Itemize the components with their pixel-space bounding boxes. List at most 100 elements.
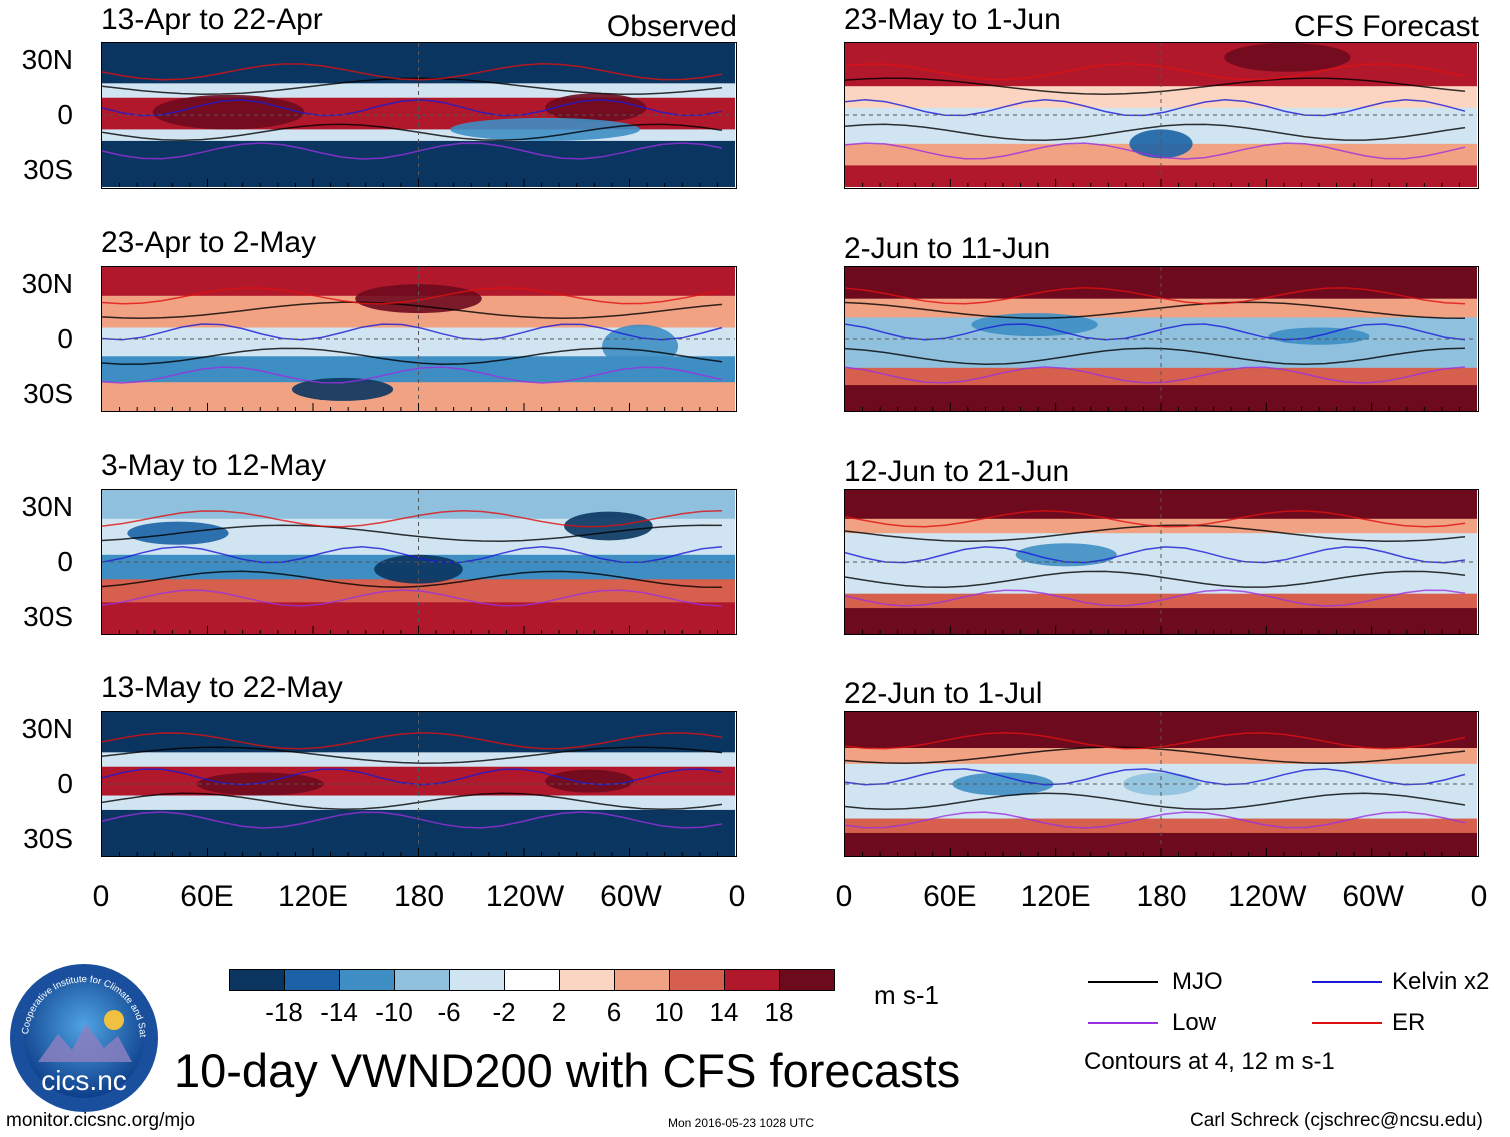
colorbar-swatch <box>779 969 835 991</box>
wind-band <box>845 43 1477 88</box>
lon-tick-label: 120E <box>1020 880 1091 913</box>
contour-line <box>102 792 723 811</box>
wind-anomaly-blob <box>1015 543 1117 567</box>
lon-tick-label: 60E <box>180 880 234 913</box>
map-panel-observed-3 <box>101 489 737 635</box>
contour-line <box>845 589 1466 607</box>
lat-tick-label: 30S <box>23 153 73 185</box>
wind-band <box>845 748 1477 765</box>
panel-title: 12-Jun to 21-Jun <box>844 455 1070 488</box>
wind-field-map <box>102 267 735 411</box>
panel-title: 22-Jun to 1-Jul <box>844 677 1043 710</box>
lat-tick-label: 30S <box>23 377 73 409</box>
lon-tick-label: 0 <box>92 880 110 913</box>
lat-tick-label: 0 <box>57 546 73 577</box>
lon-tick-label: 0 <box>728 880 746 913</box>
contour-line <box>845 746 1466 764</box>
contour-line <box>102 524 723 542</box>
wind-field-map <box>102 712 735 856</box>
panel-title: 3-May to 12-May <box>101 449 327 482</box>
lon-tick-label: 60W <box>1342 880 1404 913</box>
legend-line-mjo <box>1088 981 1158 983</box>
contour-line <box>845 323 1466 341</box>
colorbar-tick-label: -10 <box>375 997 413 1027</box>
lat-tick-label: 30S <box>23 600 73 632</box>
lat-tick-label: 30N <box>21 491 73 523</box>
colorbar-swatch <box>394 969 450 991</box>
legend-label-mjo: MJO <box>1172 968 1223 995</box>
colorbar-swatch <box>724 969 780 991</box>
contour-line <box>102 366 723 384</box>
footer-author: Carl Schreck (cjschrec@ncsu.edu) <box>1190 1110 1483 1131</box>
colorbar-tick-label: 10 <box>654 997 684 1027</box>
lon-tick-label: 0 <box>1470 880 1488 913</box>
wind-field-map <box>845 43 1477 187</box>
contour-line <box>102 77 723 95</box>
cfs-forecast-heading: CFS Forecast <box>1293 10 1479 43</box>
wind-anomaly-blob <box>1129 129 1193 159</box>
map-panel-forecast-1 <box>844 42 1479 189</box>
colorbar-swatch <box>559 969 615 991</box>
lon-tick-label: 180 <box>1136 880 1187 913</box>
panel-title: 13-Apr to 22-Apr <box>101 3 323 36</box>
wind-field-map <box>845 712 1477 856</box>
contour-line <box>102 142 723 160</box>
contour-line <box>845 811 1466 829</box>
units-label: m s-1 <box>874 980 939 1010</box>
wind-anomaly-blob <box>1224 43 1351 72</box>
legend-label-er: ER <box>1392 1009 1426 1036</box>
contour-line <box>102 546 723 564</box>
lat-tick-label: 30N <box>21 268 73 300</box>
wind-field-map <box>845 267 1477 411</box>
wind-anomaly-blob <box>450 117 641 141</box>
colorbar-tick-label: 18 <box>764 997 794 1027</box>
contour-line <box>845 301 1466 319</box>
wind-anomaly-blob <box>602 324 679 368</box>
contour-line <box>845 366 1466 384</box>
map-panel-observed-4 <box>101 711 737 857</box>
legend-label-low: Low <box>1172 1009 1217 1036</box>
contour-line <box>102 811 723 829</box>
contour-line <box>845 546 1466 564</box>
map-panel-forecast-3 <box>844 489 1479 635</box>
legend-line-er <box>1312 1022 1382 1024</box>
contour-line <box>845 792 1466 811</box>
contour-line <box>102 99 723 117</box>
observed-heading: Observed <box>606 10 737 43</box>
wind-anomaly-blob <box>545 93 647 123</box>
lon-tick-label: 180 <box>393 880 445 913</box>
wind-field-map <box>845 490 1477 634</box>
contour-line <box>845 768 1466 786</box>
contour-line <box>102 589 723 607</box>
colorbar-swatch <box>449 969 505 991</box>
contour-line <box>102 323 723 341</box>
contour-line <box>102 510 723 528</box>
contour-line <box>845 123 1466 141</box>
colorbar-tick-label: -6 <box>437 997 461 1027</box>
wind-anomaly-blob <box>971 313 1098 337</box>
contour-line <box>102 301 723 319</box>
lat-tick-label: 30N <box>21 713 73 745</box>
map-panel-forecast-4 <box>844 711 1479 857</box>
contour-note: Contours at 4, 12 m s-1 <box>1084 1048 1335 1075</box>
contour-line <box>102 347 723 365</box>
lat-tick-label: 0 <box>57 99 73 130</box>
contour-line <box>845 347 1466 366</box>
wind-field-map <box>102 43 735 187</box>
panel-title: 23-Apr to 2-May <box>101 226 317 259</box>
map-panel-observed-1 <box>101 42 737 189</box>
cicsnc-logo: Cooperative Institute for Climate and Sa… <box>5 954 160 1114</box>
colorbar-swatch <box>614 969 670 991</box>
logo-text: cics.nc <box>41 1065 127 1096</box>
legend-line-kelvin <box>1312 981 1382 983</box>
contour-line <box>845 732 1466 750</box>
contour-line <box>845 77 1466 95</box>
lat-tick-label: 0 <box>57 768 73 799</box>
colorbar-swatch <box>504 969 560 991</box>
colorbar-tick-label: -18 <box>265 997 303 1027</box>
wind-anomaly-blob <box>545 769 634 793</box>
colorbar-swatch <box>339 969 395 991</box>
contour-line <box>845 63 1466 81</box>
contour-line <box>102 63 723 81</box>
figure-title: 10-day VWND200 with CFS forecasts <box>174 1044 961 1097</box>
